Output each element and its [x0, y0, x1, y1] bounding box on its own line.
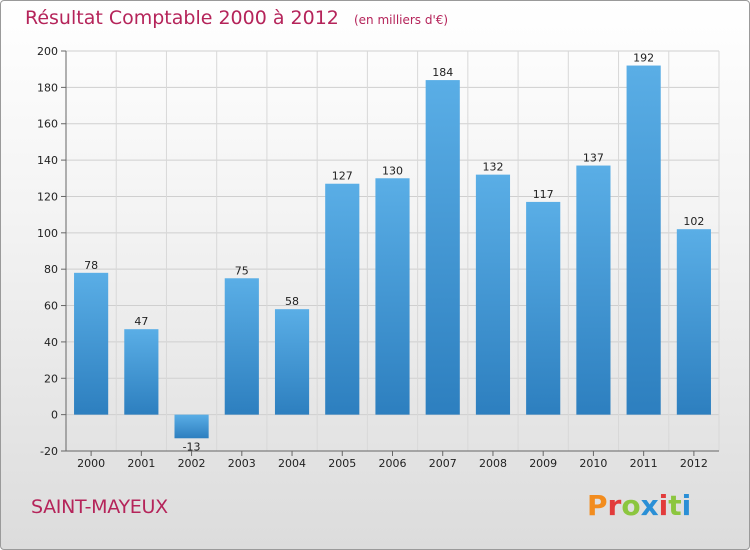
y-tick-label: 200: [37, 45, 58, 58]
bar-2001: [124, 329, 159, 415]
value-label-2009: 117: [533, 188, 554, 201]
commune-name: SAINT-MAYEUX: [31, 496, 168, 518]
y-tick-label: 140: [37, 154, 58, 167]
x-tick-label-2001: 2001: [127, 457, 155, 470]
x-tick-label-2011: 2011: [630, 457, 658, 470]
bar-2008: [475, 174, 511, 415]
y-tick-label: 60: [44, 300, 58, 313]
logo-letter: P: [587, 489, 608, 522]
bar-2005: [325, 183, 360, 415]
x-tick-label-2010: 2010: [579, 457, 607, 470]
x-tick-label-2009: 2009: [529, 457, 557, 470]
value-label-2007: 184: [432, 66, 453, 79]
value-label-2001: 47: [134, 315, 148, 328]
y-tick-label: 20: [44, 372, 58, 385]
logo-letter: i: [658, 489, 669, 522]
value-label-2011: 192: [633, 52, 654, 65]
y-tick-label: 160: [37, 118, 58, 131]
y-tick-label: 0: [51, 409, 58, 422]
bars: [74, 65, 711, 439]
x-tick-label-2006: 2006: [379, 457, 407, 470]
x-tick-label-2008: 2008: [479, 457, 507, 470]
value-label-2004: 58: [285, 295, 299, 308]
bar-2002: [174, 414, 209, 439]
x-tick-label-2007: 2007: [429, 457, 457, 470]
y-tick-label: 120: [37, 190, 58, 203]
value-label-2008: 132: [482, 161, 503, 174]
value-label-2006: 130: [382, 164, 403, 177]
y-tick-label: 40: [44, 336, 58, 349]
title-row: Résultat Comptable 2000 à 2012 (en milli…: [25, 7, 448, 29]
value-label-2012: 102: [683, 215, 704, 228]
chart-title: Résultat Comptable 2000 à 2012: [25, 7, 339, 29]
value-label-2002: -13: [183, 440, 201, 453]
bar-2006: [375, 178, 410, 415]
logo-letter: x: [640, 489, 659, 522]
x-tick-label-2012: 2012: [680, 457, 708, 470]
y-tick-label: 80: [44, 263, 58, 276]
bar-2004: [274, 309, 310, 415]
value-label-2010: 137: [583, 152, 604, 165]
logo-letter: i: [681, 489, 692, 522]
proxiti-logo[interactable]: Proxiti: [587, 489, 691, 522]
value-label-2005: 127: [332, 170, 353, 183]
value-label-2003: 75: [235, 264, 249, 277]
bar-2012: [676, 229, 711, 415]
value-label-2000: 78: [84, 259, 98, 272]
x-tick-label-2002: 2002: [178, 457, 206, 470]
bar-2000: [74, 272, 109, 415]
bar-2003: [224, 278, 259, 415]
y-tick-label: 180: [37, 81, 58, 94]
bar-2011: [626, 65, 661, 415]
bar-2009: [526, 201, 561, 415]
axes: [61, 50, 719, 456]
bar-2010: [576, 165, 611, 415]
logo-letter: t: [668, 489, 682, 522]
y-tick-label: 100: [37, 227, 58, 240]
chart-unit: (en milliers d'€): [353, 13, 449, 27]
y-tick-label: -20: [40, 445, 58, 458]
logo-letter: r: [607, 489, 622, 522]
logo-letter: o: [621, 489, 641, 522]
x-tick-label-2003: 2003: [228, 457, 256, 470]
x-tick-label-2004: 2004: [278, 457, 306, 470]
x-tick-label-2000: 2000: [77, 457, 105, 470]
labels: -20 0 20 40 60 80 100 120 140 160 180 200 78 2000 47 20…: [37, 45, 708, 470]
x-tick-label-2005: 2005: [328, 457, 356, 470]
bar-2007: [425, 80, 460, 415]
